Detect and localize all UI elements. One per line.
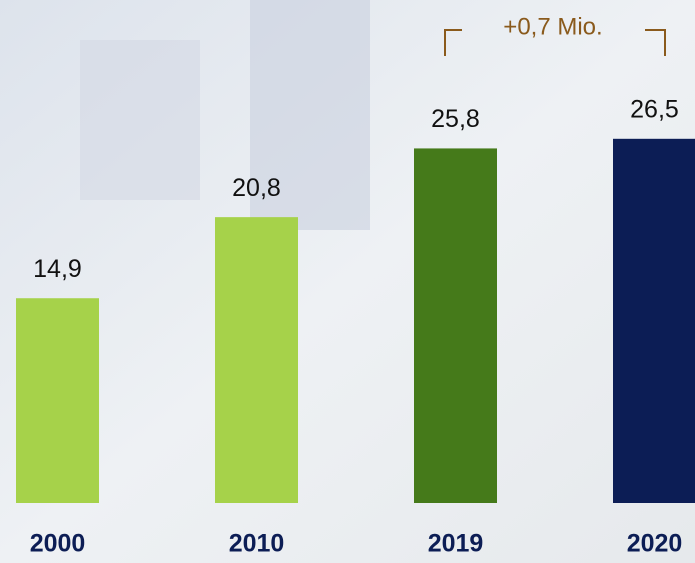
bar — [613, 139, 695, 503]
x-tick-label: 2010 — [229, 530, 285, 558]
annotation: +0,7 Mio. — [503, 13, 602, 40]
value-label: 20,8 — [232, 174, 281, 202]
x-tick-label: 2019 — [428, 530, 484, 558]
value-label: 25,8 — [431, 105, 480, 133]
x-tick-label: 2020 — [627, 530, 683, 558]
bar — [414, 148, 497, 503]
bar — [16, 298, 99, 503]
chart: +0,7 Mio. 14,9 2000 20,8 2010 25,8 2019 26,5 20… — [0, 0, 695, 563]
background-flag — [80, 40, 200, 200]
bar — [215, 217, 298, 503]
value-label: 26,5 — [630, 95, 679, 123]
value-label: 14,9 — [33, 255, 82, 283]
x-tick-label: 2000 — [30, 530, 86, 558]
